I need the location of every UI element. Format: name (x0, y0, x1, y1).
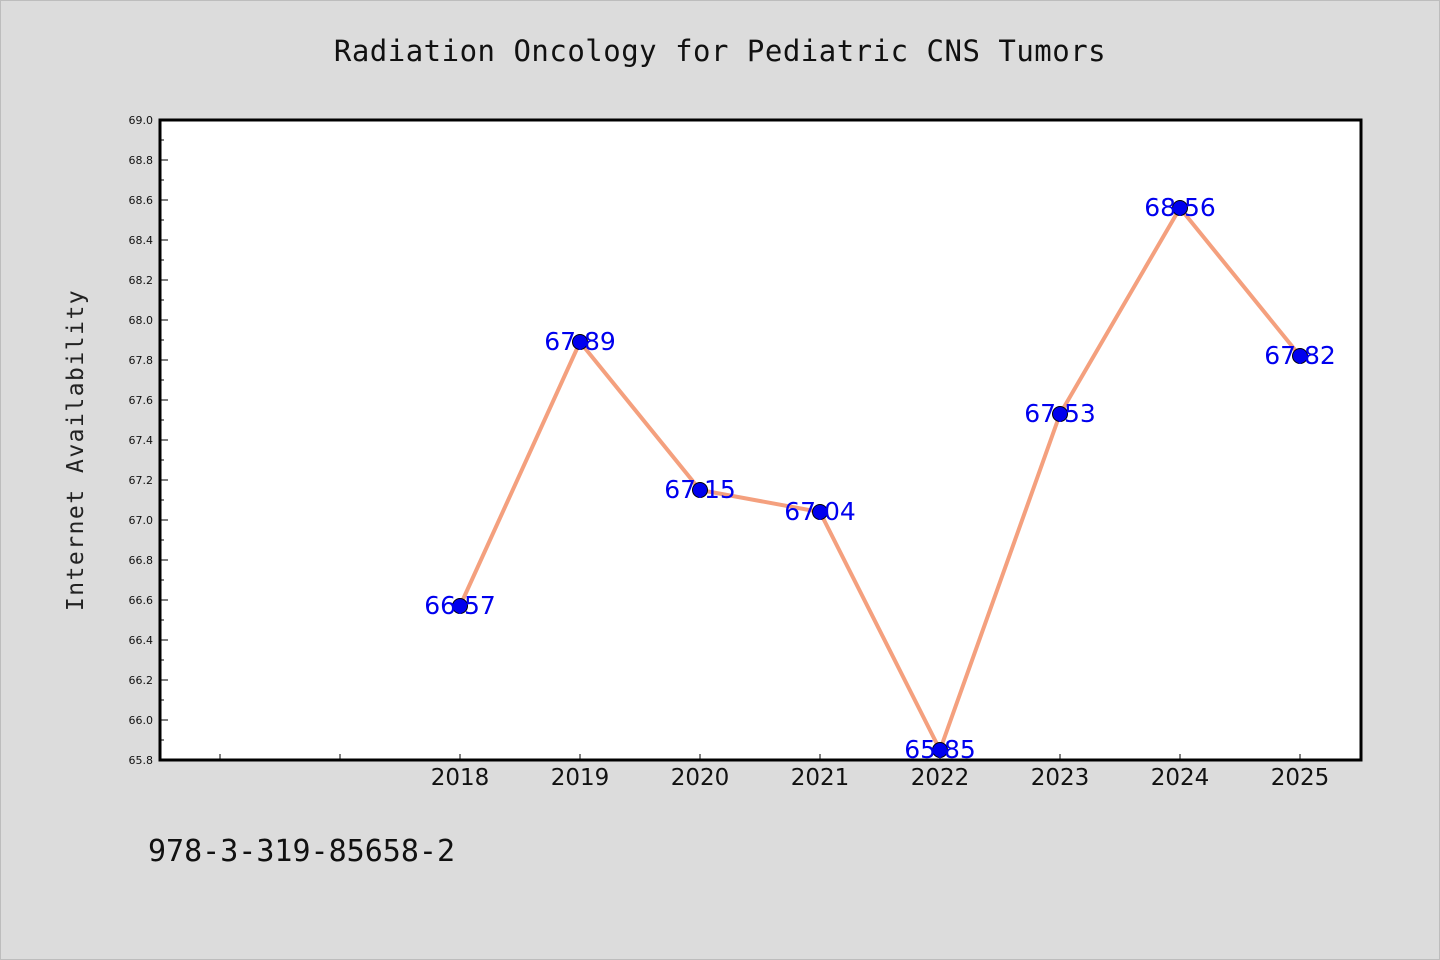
x-axis-ticks: 2018 2019 2020 2021 2022 2023 2024 2025 (219, 754, 1330, 791)
y-tick-label: 66.2 (129, 674, 154, 687)
y-tick-label: 66.4 (129, 634, 154, 647)
data-label: 66.57 (424, 591, 496, 620)
data-point (812, 504, 828, 520)
x-tick-label: 2023 (1031, 765, 1090, 791)
plot-area (160, 120, 1361, 760)
x-tick-label: 2018 (431, 765, 490, 791)
y-tick-label: 68.2 (129, 274, 154, 287)
data-point (1172, 200, 1188, 216)
y-tick-label: 69.0 (129, 114, 154, 127)
y-tick-label: 67.0 (129, 514, 154, 527)
data-series (452, 200, 1308, 758)
isbn-footnote: 978-3-319-85658-2 (148, 834, 456, 869)
data-point (452, 598, 468, 614)
y-tick-label: 68.0 (129, 314, 154, 327)
data-label: 67.53 (1024, 399, 1096, 428)
y-tick-label: 68.8 (129, 154, 154, 167)
x-tick-label: 2024 (1151, 765, 1210, 791)
y-tick-label: 68.6 (129, 194, 154, 207)
x-tick-label: 2022 (911, 765, 970, 791)
series-line (458, 206, 1302, 752)
data-label: 67.04 (784, 497, 856, 526)
x-tick-label: 2020 (671, 765, 730, 791)
x-tick-label: 2019 (551, 765, 610, 791)
y-tick-label: 67.2 (129, 474, 154, 487)
data-point (572, 334, 588, 350)
data-label: 68.56 (1144, 193, 1216, 222)
y-tick-label: 66.8 (129, 554, 154, 567)
data-point (1052, 406, 1068, 422)
data-point (692, 482, 708, 498)
y-tick-label: 68.4 (129, 234, 154, 247)
y-tick-label: 67.8 (129, 354, 154, 367)
data-point (1292, 348, 1308, 364)
y-tick-label: 67.6 (129, 394, 154, 407)
x-tick-label: 2025 (1271, 765, 1330, 791)
data-label: 67.82 (1264, 341, 1336, 370)
y-tick-label: 67.4 (129, 434, 154, 447)
y-tick-label: 65.8 (129, 754, 154, 767)
y-tick-label: 66.6 (129, 594, 154, 607)
chart-title: Radiation Oncology for Pediatric CNS Tum… (333, 34, 1107, 68)
data-point (932, 742, 948, 758)
data-label: 67.15 (664, 475, 736, 504)
y-tick-label: 66.0 (129, 714, 154, 727)
y-axis-ticks: 65.8 66.0 66.2 66.4 66.6 66.8 67.0 67.2 67.4 67.6… (129, 114, 168, 767)
data-label: 67.89 (544, 327, 616, 356)
plot-border (158, 118, 1363, 762)
x-tick-label: 2021 (791, 765, 850, 791)
